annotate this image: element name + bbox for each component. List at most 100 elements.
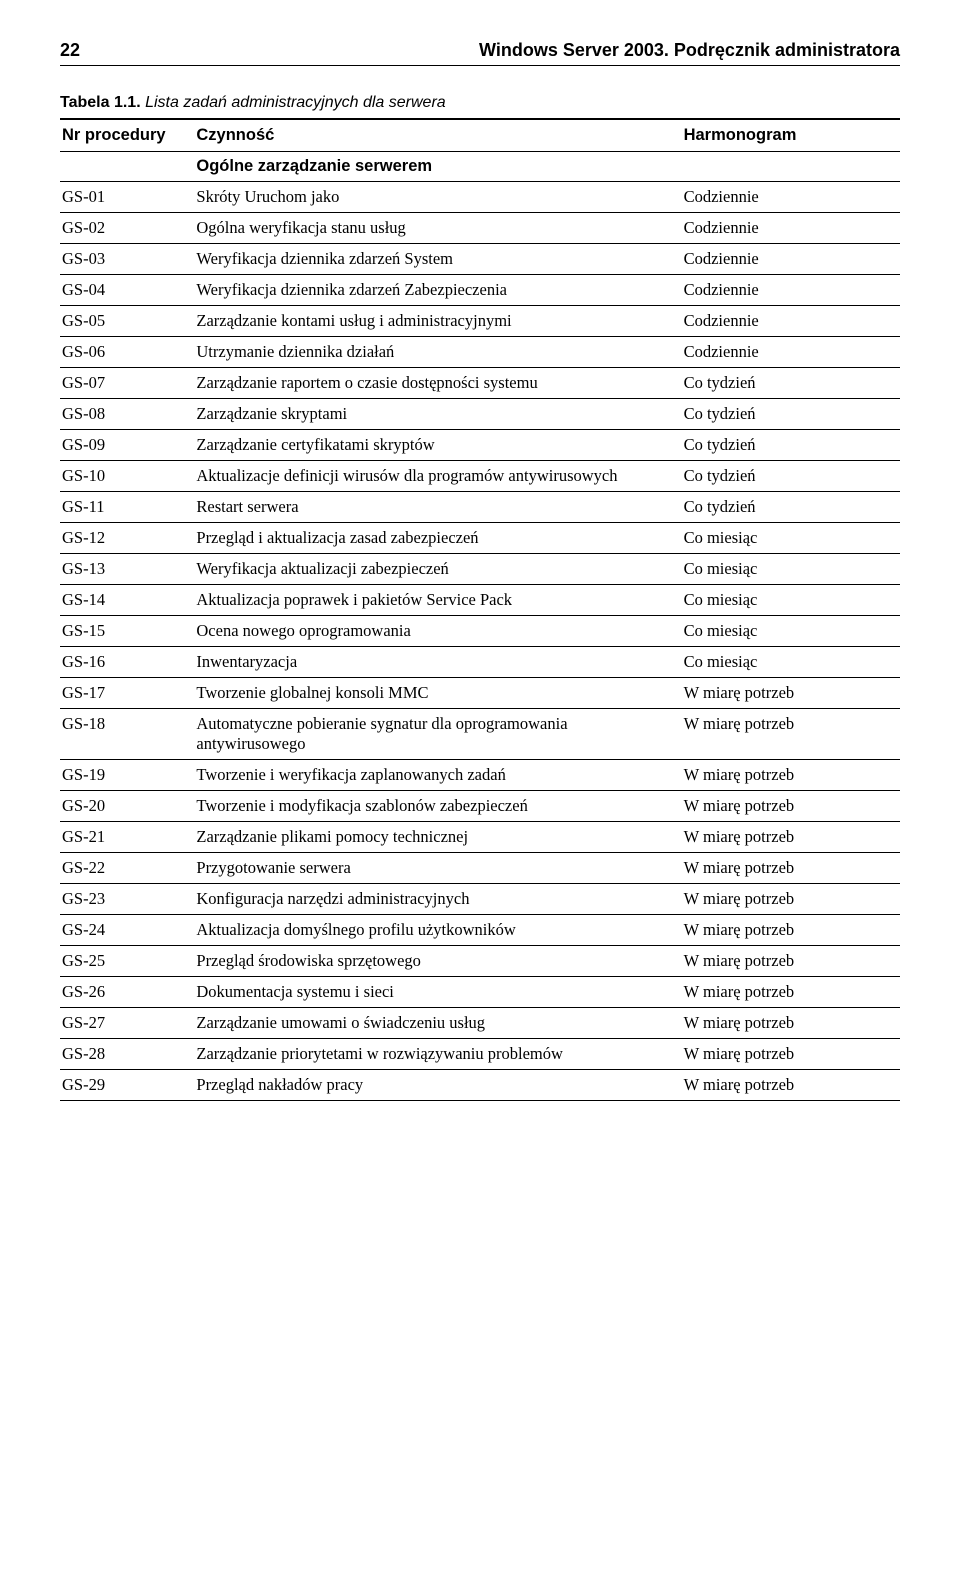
cell-nr: GS-04 <box>60 275 194 306</box>
cell-harmonogram: W miarę potrzeb <box>682 1008 900 1039</box>
cell-nr: GS-15 <box>60 616 194 647</box>
cell-nr: GS-27 <box>60 1008 194 1039</box>
cell-harmonogram: W miarę potrzeb <box>682 760 900 791</box>
table-row: GS-19Tworzenie i weryfikacja zaplanowany… <box>60 760 900 791</box>
cell-czynnosc: Zarządzanie plikami pomocy technicznej <box>194 822 681 853</box>
cell-czynnosc: Tworzenie i weryfikacja zaplanowanych za… <box>194 760 681 791</box>
cell-harmonogram: W miarę potrzeb <box>682 1070 900 1101</box>
table-row: GS-24Aktualizacja domyślnego profilu uży… <box>60 915 900 946</box>
cell-nr: GS-12 <box>60 523 194 554</box>
cell-czynnosc: Zarządzanie certyfikatami skryptów <box>194 430 681 461</box>
cell-czynnosc: Przegląd nakładów pracy <box>194 1070 681 1101</box>
cell-nr: GS-28 <box>60 1039 194 1070</box>
cell-harmonogram: Codziennie <box>682 213 900 244</box>
cell-czynnosc: Ocena nowego oprogramowania <box>194 616 681 647</box>
table-row: GS-09Zarządzanie certyfikatami skryptówC… <box>60 430 900 461</box>
table-row: GS-08Zarządzanie skryptamiCo tydzień <box>60 399 900 430</box>
cell-nr: GS-05 <box>60 306 194 337</box>
table-row: GS-14Aktualizacja poprawek i pakietów Se… <box>60 585 900 616</box>
table-row: GS-02Ogólna weryfikacja stanu usługCodzi… <box>60 213 900 244</box>
page-number: 22 <box>60 40 80 61</box>
table-caption-label: Tabela 1.1. <box>60 94 141 111</box>
table-row: GS-01Skróty Uruchom jakoCodziennie <box>60 182 900 213</box>
cell-harmonogram: Co tydzień <box>682 492 900 523</box>
table-row: GS-04Weryfikacja dziennika zdarzeń Zabez… <box>60 275 900 306</box>
cell-czynnosc: Weryfikacja dziennika zdarzeń System <box>194 244 681 275</box>
cell-czynnosc: Utrzymanie dziennika działań <box>194 337 681 368</box>
col-header-nr: Nr procedury <box>60 119 194 152</box>
cell-czynnosc: Zarządzanie kontami usług i administracy… <box>194 306 681 337</box>
cell-harmonogram: Co miesiąc <box>682 554 900 585</box>
table-row: GS-22Przygotowanie serweraW miarę potrze… <box>60 853 900 884</box>
table-row: GS-17Tworzenie globalnej konsoli MMCW mi… <box>60 678 900 709</box>
cell-nr: GS-23 <box>60 884 194 915</box>
cell-czynnosc: Dokumentacja systemu i sieci <box>194 977 681 1008</box>
cell-czynnosc: Automatyczne pobieranie sygnatur dla opr… <box>194 709 681 760</box>
cell-harmonogram: Co miesiąc <box>682 585 900 616</box>
cell-nr: GS-02 <box>60 213 194 244</box>
cell-czynnosc: Zarządzanie skryptami <box>194 399 681 430</box>
table-row: GS-21Zarządzanie plikami pomocy technicz… <box>60 822 900 853</box>
cell-harmonogram: Codziennie <box>682 275 900 306</box>
cell-czynnosc: Restart serwera <box>194 492 681 523</box>
table-row: GS-05Zarządzanie kontami usług i adminis… <box>60 306 900 337</box>
book-title: Windows Server 2003. Podręcznik administ… <box>479 40 900 61</box>
section-empty <box>682 152 900 182</box>
cell-czynnosc: Aktualizacja domyślnego profilu użytkown… <box>194 915 681 946</box>
cell-nr: GS-20 <box>60 791 194 822</box>
table-header-row: Nr procedury Czynność Harmonogram <box>60 119 900 152</box>
cell-harmonogram: W miarę potrzeb <box>682 853 900 884</box>
cell-czynnosc: Przegląd środowiska sprzętowego <box>194 946 681 977</box>
cell-harmonogram: W miarę potrzeb <box>682 791 900 822</box>
table-row: GS-28Zarządzanie priorytetami w rozwiązy… <box>60 1039 900 1070</box>
table-row: GS-25Przegląd środowiska sprzętowegoW mi… <box>60 946 900 977</box>
col-header-harmonogram: Harmonogram <box>682 119 900 152</box>
cell-czynnosc: Tworzenie globalnej konsoli MMC <box>194 678 681 709</box>
cell-nr: GS-17 <box>60 678 194 709</box>
cell-harmonogram: W miarę potrzeb <box>682 1039 900 1070</box>
table-row: GS-12Przegląd i aktualizacja zasad zabez… <box>60 523 900 554</box>
cell-harmonogram: Co miesiąc <box>682 616 900 647</box>
cell-harmonogram: Codziennie <box>682 306 900 337</box>
cell-nr: GS-25 <box>60 946 194 977</box>
cell-harmonogram: W miarę potrzeb <box>682 678 900 709</box>
table-caption-text: Lista zadań administracyjnych dla serwer… <box>145 94 446 111</box>
table-row: GS-20Tworzenie i modyfikacja szablonów z… <box>60 791 900 822</box>
cell-nr: GS-18 <box>60 709 194 760</box>
table-row: GS-26Dokumentacja systemu i sieciW miarę… <box>60 977 900 1008</box>
cell-harmonogram: Codziennie <box>682 337 900 368</box>
cell-czynnosc: Zarządzanie umowami o świadczeniu usług <box>194 1008 681 1039</box>
cell-czynnosc: Zarządzanie priorytetami w rozwiązywaniu… <box>194 1039 681 1070</box>
cell-nr: GS-16 <box>60 647 194 678</box>
cell-nr: GS-03 <box>60 244 194 275</box>
cell-czynnosc: Weryfikacja dziennika zdarzeń Zabezpiecz… <box>194 275 681 306</box>
table-row: GS-15Ocena nowego oprogramowaniaCo miesi… <box>60 616 900 647</box>
cell-harmonogram: Co miesiąc <box>682 523 900 554</box>
cell-harmonogram: Co miesiąc <box>682 647 900 678</box>
table-row: GS-11Restart serweraCo tydzień <box>60 492 900 523</box>
cell-nr: GS-22 <box>60 853 194 884</box>
cell-czynnosc: Przygotowanie serwera <box>194 853 681 884</box>
cell-nr: GS-26 <box>60 977 194 1008</box>
table-row: GS-18Automatyczne pobieranie sygnatur dl… <box>60 709 900 760</box>
cell-harmonogram: W miarę potrzeb <box>682 946 900 977</box>
table-caption: Tabela 1.1. Lista zadań administracyjnyc… <box>60 94 900 112</box>
cell-czynnosc: Ogólna weryfikacja stanu usług <box>194 213 681 244</box>
cell-nr: GS-07 <box>60 368 194 399</box>
cell-czynnosc: Aktualizacja poprawek i pakietów Service… <box>194 585 681 616</box>
cell-nr: GS-24 <box>60 915 194 946</box>
cell-czynnosc: Inwentaryzacja <box>194 647 681 678</box>
cell-nr: GS-11 <box>60 492 194 523</box>
table-row: GS-07Zarządzanie raportem o czasie dostę… <box>60 368 900 399</box>
col-header-czynnosc: Czynność <box>194 119 681 152</box>
cell-czynnosc: Zarządzanie raportem o czasie dostępnośc… <box>194 368 681 399</box>
cell-czynnosc: Tworzenie i modyfikacja szablonów zabezp… <box>194 791 681 822</box>
cell-nr: GS-08 <box>60 399 194 430</box>
table-row: GS-06Utrzymanie dziennika działańCodzien… <box>60 337 900 368</box>
table-row: GS-03Weryfikacja dziennika zdarzeń Syste… <box>60 244 900 275</box>
cell-harmonogram: Co tydzień <box>682 461 900 492</box>
cell-czynnosc: Aktualizacje definicji wirusów dla progr… <box>194 461 681 492</box>
cell-nr: GS-19 <box>60 760 194 791</box>
cell-harmonogram: W miarę potrzeb <box>682 822 900 853</box>
cell-czynnosc: Konfiguracja narzędzi administracyjnych <box>194 884 681 915</box>
